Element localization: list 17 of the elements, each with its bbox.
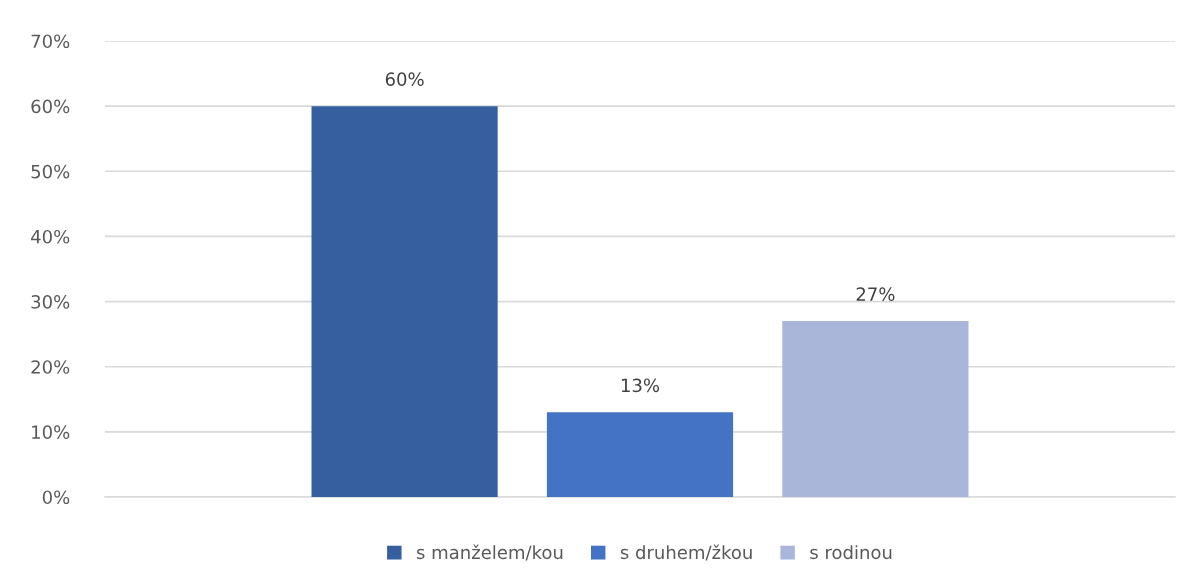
data-label: 60% xyxy=(385,72,424,86)
y-tick-label: 20% xyxy=(31,360,70,374)
y-tick-label: 10% xyxy=(32,425,70,439)
legend-label: s druhem/žkou xyxy=(620,544,752,561)
bar xyxy=(311,106,498,497)
y-tick-label: 30% xyxy=(31,295,70,309)
legend-label: s rodinou xyxy=(810,545,892,560)
y-tick-label: 70% xyxy=(31,34,70,49)
y-tick-label: 40% xyxy=(31,229,70,244)
bar xyxy=(546,412,734,497)
data-label: 27% xyxy=(856,287,895,301)
y-tick-label: 60% xyxy=(31,99,70,114)
bar xyxy=(782,321,969,497)
y-tick-label: 50% xyxy=(31,164,70,179)
legend-label: s manželem/kou xyxy=(416,544,563,561)
data-label: 13% xyxy=(621,378,660,393)
y-tick-label: 0% xyxy=(42,490,70,505)
